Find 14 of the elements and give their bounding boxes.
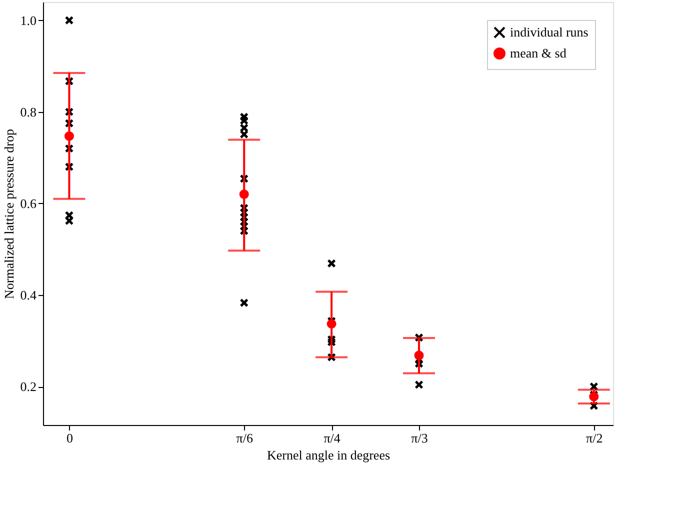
- legend-label: individual runs: [510, 24, 588, 40]
- y-tick-label: 0.4: [20, 287, 37, 302]
- y-tick-label: 0.2: [20, 379, 36, 394]
- y-tick-label: 0.8: [20, 104, 36, 120]
- y-tick-label: 0.6: [20, 196, 37, 211]
- legend-label: mean & sd: [510, 46, 567, 60]
- x-tick-label: π/6: [236, 430, 254, 446]
- x-tick-label: 0: [66, 430, 73, 446]
- x-tick-label: π/2: [586, 430, 603, 446]
- y-tick-label: 1.0: [20, 12, 36, 28]
- x-tick-label: π/4: [324, 430, 341, 446]
- x-axis-title: Kernel angle in degrees: [266, 448, 390, 462]
- y-axis-title: Normalized lattice pressure drop: [1, 128, 16, 300]
- x-tick-label: π/3: [411, 430, 428, 446]
